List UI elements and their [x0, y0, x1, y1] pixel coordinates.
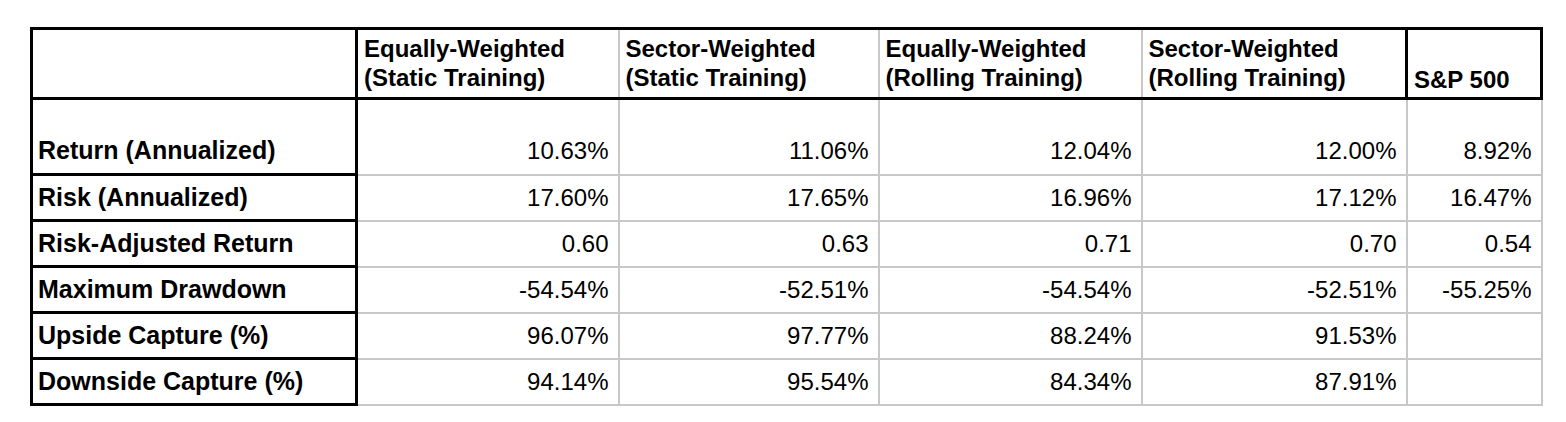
- value-cell: 88.24%: [879, 313, 1142, 359]
- empty-cell: [879, 99, 1142, 129]
- value-cell: 0.70: [1142, 221, 1407, 267]
- value-cell: -55.25%: [1407, 267, 1542, 313]
- value-cell: 97.77%: [619, 313, 879, 359]
- value-cell: 8.92%: [1407, 129, 1542, 175]
- col-header-sp500: S&P 500: [1407, 29, 1542, 99]
- performance-table-container: Equally-Weighted (Static Training) Secto…: [30, 27, 1543, 406]
- value-cell: -52.51%: [619, 267, 879, 313]
- row-label-cell: Upside Capture (%): [32, 313, 357, 359]
- value-cell: 0.54: [1407, 221, 1542, 267]
- value-cell: 16.47%: [1407, 175, 1542, 221]
- corner-cell: [32, 29, 357, 99]
- value-cell: 0.60: [357, 221, 619, 267]
- value-cell: -54.54%: [357, 267, 619, 313]
- value-cell: 95.54%: [619, 359, 879, 405]
- row-label-cell: Downside Capture (%): [32, 359, 357, 405]
- value-cell: [1407, 359, 1542, 405]
- col-header-sector-weighted-static: Sector-Weighted (Static Training): [619, 29, 879, 99]
- spacer-row: [32, 99, 1542, 129]
- value-cell: [1407, 313, 1542, 359]
- col-header-equally-weighted-static: Equally-Weighted (Static Training): [357, 29, 619, 99]
- value-cell: 17.65%: [619, 175, 879, 221]
- row-label-cell: Return (Annualized): [32, 129, 357, 175]
- row-return-annualized: Return (Annualized) 10.63% 11.06% 12.04%…: [32, 129, 1542, 175]
- col-header-sector-weighted-rolling: Sector-Weighted (Rolling Training): [1142, 29, 1407, 99]
- value-cell: -54.54%: [879, 267, 1142, 313]
- empty-cell: [1407, 99, 1542, 129]
- row-label-cell: Risk-Adjusted Return: [32, 221, 357, 267]
- value-cell: 11.06%: [619, 129, 879, 175]
- value-cell: 17.60%: [357, 175, 619, 221]
- row-label-cell: Risk (Annualized): [32, 175, 357, 221]
- value-cell: 96.07%: [357, 313, 619, 359]
- value-cell: 0.63: [619, 221, 879, 267]
- header-row: Equally-Weighted (Static Training) Secto…: [32, 29, 1542, 99]
- empty-cell: [357, 99, 619, 129]
- value-cell: 10.63%: [357, 129, 619, 175]
- empty-cell: [1142, 99, 1407, 129]
- empty-cell: [619, 99, 879, 129]
- value-cell: 17.12%: [1142, 175, 1407, 221]
- row-label-cell: Maximum Drawdown: [32, 267, 357, 313]
- row-maximum-drawdown: Maximum Drawdown -54.54% -52.51% -54.54%…: [32, 267, 1542, 313]
- row-risk-annualized: Risk (Annualized) 17.60% 17.65% 16.96% 1…: [32, 175, 1542, 221]
- value-cell: 94.14%: [357, 359, 619, 405]
- value-cell: 12.04%: [879, 129, 1142, 175]
- row-upside-capture: Upside Capture (%) 96.07% 97.77% 88.24% …: [32, 313, 1542, 359]
- value-cell: 91.53%: [1142, 313, 1407, 359]
- value-cell: 0.71: [879, 221, 1142, 267]
- row-downside-capture: Downside Capture (%) 94.14% 95.54% 84.34…: [32, 359, 1542, 405]
- value-cell: 87.91%: [1142, 359, 1407, 405]
- row-risk-adjusted-return: Risk-Adjusted Return 0.60 0.63 0.71 0.70…: [32, 221, 1542, 267]
- value-cell: 12.00%: [1142, 129, 1407, 175]
- value-cell: 84.34%: [879, 359, 1142, 405]
- value-cell: -52.51%: [1142, 267, 1407, 313]
- performance-table: Equally-Weighted (Static Training) Secto…: [30, 27, 1543, 406]
- col-header-equally-weighted-rolling: Equally-Weighted (Rolling Training): [879, 29, 1142, 99]
- empty-label-cell: [32, 99, 357, 129]
- value-cell: 16.96%: [879, 175, 1142, 221]
